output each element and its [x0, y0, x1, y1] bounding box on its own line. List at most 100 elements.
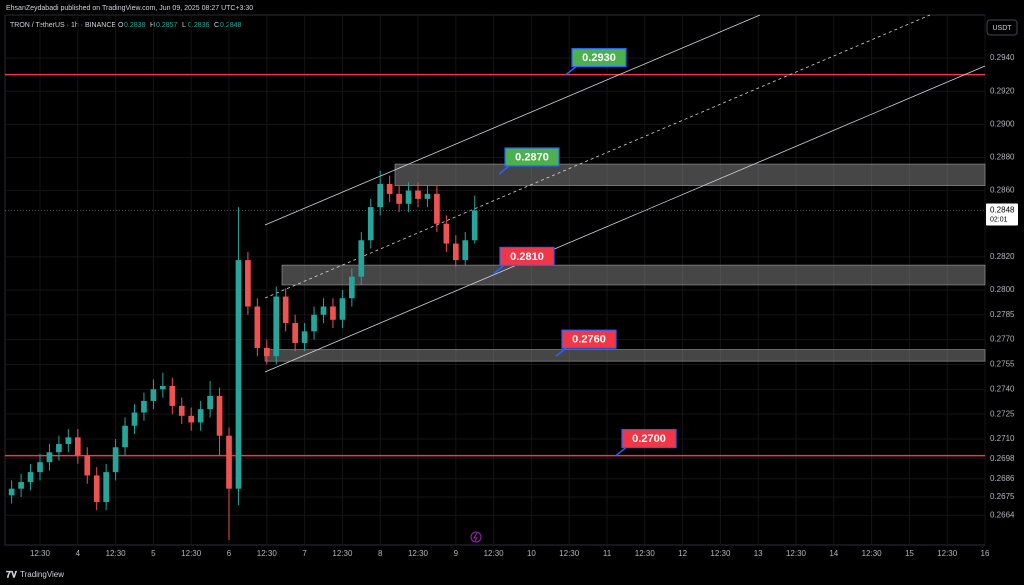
- callout-pointer: [493, 264, 505, 274]
- candle-body: [178, 405, 185, 416]
- event-icon-bolt: [473, 532, 478, 542]
- callout-pointer: [565, 66, 577, 76]
- last-price-box: [986, 203, 1018, 226]
- ohlc-value: 0.2836: [188, 22, 210, 29]
- candle-body: [377, 183, 384, 208]
- callout-box: [499, 246, 555, 266]
- y-tick-label: 0.2820: [990, 252, 1015, 261]
- candle-body: [358, 240, 365, 277]
- candle-body: [339, 298, 346, 320]
- candle-body: [254, 306, 261, 348]
- callout-box: [504, 147, 560, 167]
- ohlc-value: 0.2848: [220, 22, 242, 29]
- candle-body: [188, 415, 195, 423]
- y-tick-label: 0.2880: [990, 153, 1015, 162]
- channel-lower: [264, 65, 986, 373]
- candle-body: [37, 462, 43, 473]
- price-zone: [281, 264, 986, 286]
- y-tick-label: 0.2785: [990, 310, 1015, 319]
- candle-body: [235, 260, 242, 489]
- ohlc-value: 0.2838: [124, 22, 146, 29]
- y-tick-label: 0.2698: [990, 454, 1015, 463]
- candle-body: [74, 437, 81, 456]
- y-tick-label: 0.2920: [990, 86, 1015, 95]
- x-tick-label: 12:30: [937, 549, 958, 558]
- x-tick-label: 12:30: [635, 549, 656, 558]
- currency-label[interactable]: USDT: [992, 25, 1012, 32]
- candle-body: [434, 193, 440, 224]
- brand-logo: 𝟕𝐕: [6, 569, 18, 579]
- callout-pointer: [615, 446, 627, 457]
- candle-body: [27, 472, 34, 483]
- candle-body: [141, 400, 147, 413]
- y-tick-label: 0.2710: [990, 434, 1015, 443]
- ohlc-key: L: [182, 22, 186, 29]
- candle-body: [207, 395, 213, 410]
- event-icon[interactable]: [470, 531, 482, 543]
- candle-body: [84, 455, 91, 476]
- x-tick-label: 12:30: [786, 549, 807, 558]
- candle-body: [65, 437, 72, 444]
- candle-body: [273, 296, 280, 357]
- channel-middle: [264, 14, 931, 299]
- x-tick-label: 12:30: [30, 549, 51, 558]
- x-tick-label: 12:30: [559, 549, 580, 558]
- candle-body: [452, 243, 459, 261]
- candle-body: [112, 447, 119, 473]
- candle-body: [330, 306, 336, 320]
- candle-body: [405, 190, 412, 204]
- x-tick-label: 12:30: [257, 549, 278, 558]
- callout-label: 0.2930: [582, 52, 616, 64]
- candle-body: [462, 240, 469, 261]
- candle-body: [396, 193, 402, 204]
- candle-body: [415, 190, 421, 199]
- candle-body: [46, 452, 53, 463]
- x-tick-label: 10: [527, 549, 536, 558]
- brand-name: TradingView: [20, 570, 64, 579]
- countdown-label: 02:01: [990, 216, 1008, 223]
- callout-box: [621, 428, 677, 449]
- candle-body: [471, 210, 478, 241]
- candle-body: [160, 386, 166, 390]
- candle-body: [311, 314, 317, 332]
- y-tick-label: 0.2860: [990, 186, 1015, 195]
- callout-label: 0.2760: [572, 334, 606, 346]
- price-zone: [394, 163, 986, 186]
- candle-body: [216, 395, 223, 436]
- candle-body: [443, 223, 450, 244]
- candle-body: [150, 389, 157, 401]
- candle-body: [245, 260, 251, 307]
- y-tick-label: 0.2800: [990, 285, 1015, 294]
- symbol-title: TRON / TetherUS · 1h · BINANCE: [10, 22, 116, 29]
- x-tick-label: 9: [454, 549, 459, 558]
- price-zone: [264, 349, 986, 362]
- candle-body: [18, 482, 24, 489]
- callout-label: 0.2700: [632, 433, 666, 445]
- y-tick-label: 0.2770: [990, 335, 1015, 344]
- candle-body: [131, 412, 138, 426]
- y-tick-label: 0.2675: [990, 492, 1015, 501]
- callout-pointer: [555, 347, 567, 357]
- candle-body: [93, 475, 100, 502]
- candle-body: [292, 323, 298, 343]
- callout-box: [571, 48, 627, 68]
- x-tick-label: 12:30: [332, 549, 353, 558]
- ohlc-key: H: [150, 22, 155, 29]
- candle-body: [349, 276, 355, 299]
- candle-body: [169, 386, 176, 406]
- currency-button[interactable]: [986, 19, 1018, 36]
- x-tick-label: 7: [302, 549, 307, 558]
- y-tick-label: 0.2740: [990, 384, 1015, 393]
- x-tick-label: 12:30: [408, 549, 429, 558]
- ohlc-value: 0.2857: [156, 22, 178, 29]
- x-tick-label: 15: [905, 549, 914, 558]
- candle-body: [367, 207, 374, 241]
- y-tick-label: 0.2725: [990, 409, 1015, 418]
- last-price-label: 0.2848: [990, 206, 1015, 215]
- y-tick-label: 0.2755: [990, 360, 1015, 369]
- candle-body: [301, 331, 308, 343]
- x-tick-label: 12:30: [106, 549, 127, 558]
- published-line: EhsanZeydabadi published on TradingView.…: [6, 5, 253, 12]
- y-tick-label: 0.2940: [990, 53, 1015, 62]
- y-tick-label: 0.2664: [990, 510, 1015, 519]
